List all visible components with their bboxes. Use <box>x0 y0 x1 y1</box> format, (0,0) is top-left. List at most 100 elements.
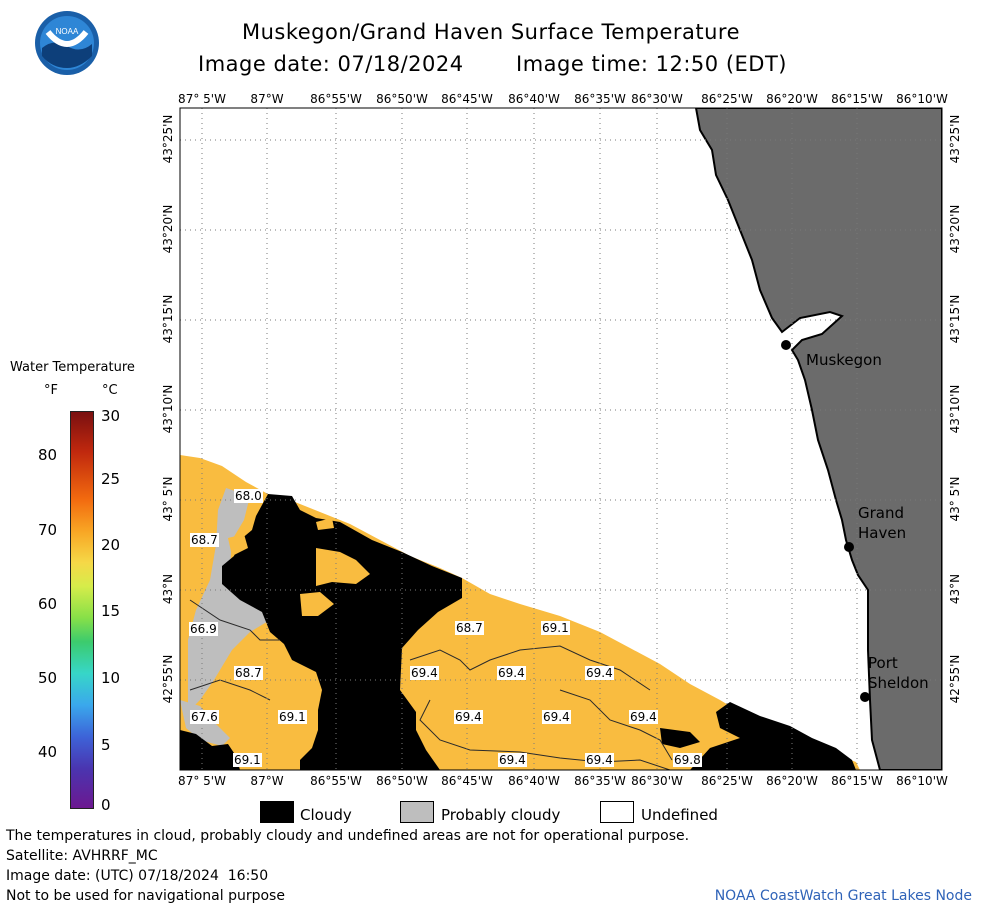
fahrenheit-tick: 60 <box>38 595 58 613</box>
cloudy-label: Cloudy <box>300 806 352 824</box>
lat-label-right: 42°55'N <box>948 654 962 704</box>
temperature-value: 68.7 <box>455 621 484 635</box>
lat-label-left: 43° 5'N <box>161 476 175 522</box>
celsius-tick: 5 <box>101 736 111 754</box>
lon-label-bottom: 86°50'W <box>376 774 428 788</box>
lon-label-top: 87°W <box>250 92 284 106</box>
temperature-value: 68.7 <box>190 533 219 547</box>
lon-label-bottom: 86°20'W <box>766 774 818 788</box>
temperature-value: 69.8 <box>673 753 702 767</box>
footer-disclaimer: The temperatures in cloud, probably clou… <box>6 828 690 844</box>
celsius-tick: 20 <box>101 536 121 554</box>
page-title: Muskegon/Grand Haven Surface Temperature <box>241 20 741 44</box>
lon-label-bottom: 86°55'W <box>310 774 362 788</box>
lon-label-top: 86°25'W <box>701 92 753 106</box>
noaa-logo: NOAA <box>34 10 100 76</box>
temperature-value: 69.4 <box>454 710 483 724</box>
cloudy-swatch <box>260 801 294 823</box>
lon-label-bottom: 86°10'W <box>896 774 948 788</box>
lat-label-left: 42°55'N <box>161 654 175 704</box>
lon-label-bottom: 86°30'W <box>631 774 683 788</box>
temperature-value: 69.4 <box>410 666 439 680</box>
lon-label-bottom: 86°15'W <box>831 774 883 788</box>
lon-label-bottom: 86°25'W <box>701 774 753 788</box>
city-label-port-sheldon: Port Sheldon <box>868 654 929 692</box>
image-date: Image date: 07/18/2024 <box>198 52 464 76</box>
temperature-value: 69.4 <box>585 753 614 767</box>
grand-haven-marker <box>844 542 854 552</box>
lon-label-top: 86°50'W <box>376 92 428 106</box>
celsius-tick: 0 <box>101 796 111 814</box>
celsius-tick: 25 <box>101 470 121 488</box>
lon-label-top: 86°35'W <box>574 92 626 106</box>
temperature-value: 69.1 <box>541 621 570 635</box>
lat-label-right: 43°25'N <box>948 114 962 164</box>
lon-label-bottom: 86°45'W <box>441 774 493 788</box>
probably-cloudy-area <box>188 488 270 712</box>
lon-label-top: 86°15'W <box>831 92 883 106</box>
footer-navigation-warning: Not to be used for navigational purpose <box>6 888 285 904</box>
lon-label-top: 87° 5'W <box>178 92 226 106</box>
lon-label-top: 86°40'W <box>508 92 560 106</box>
temperature-value: 66.9 <box>189 622 218 636</box>
lat-label-left: 43°25'N <box>161 114 175 164</box>
map-frame <box>179 107 943 771</box>
footer-satellite: Satellite: AVHRRF_MC <box>6 848 158 864</box>
lon-label-bottom: 86°35'W <box>574 774 626 788</box>
legend-scale-title: Water Temperature <box>10 360 135 375</box>
temperature-value: 69.4 <box>497 666 526 680</box>
temperature-value: 69.4 <box>542 710 571 724</box>
lat-label-left: 43°15'N <box>161 294 175 344</box>
graticule <box>180 108 942 770</box>
image-time: Image time: 12:50 (EDT) <box>516 52 787 76</box>
undefined-swatch <box>600 801 634 823</box>
unit-celsius: °C <box>102 383 118 398</box>
lon-label-bottom: 86°40'W <box>508 774 560 788</box>
temperature-value: 69.1 <box>278 710 307 724</box>
temperature-value: 69.1 <box>233 753 262 767</box>
land-area <box>694 108 942 770</box>
lon-label-top: 86°55'W <box>310 92 362 106</box>
lon-label-top: 86°10'W <box>896 92 948 106</box>
celsius-tick: 10 <box>101 669 121 687</box>
lat-label-right: 43°10'N <box>948 384 962 434</box>
isotherm-lines <box>189 599 673 770</box>
lat-label-left: 43°10'N <box>161 384 175 434</box>
city-label-grand-haven: Grand Haven <box>858 504 907 542</box>
lat-label-left: 43°N <box>161 573 175 605</box>
temperature-value: 69.4 <box>498 753 527 767</box>
lat-label-right: 43° 5'N <box>948 476 962 522</box>
port-sheldon-marker <box>860 692 870 702</box>
lat-label-right: 43°20'N <box>948 204 962 254</box>
muskegon-marker <box>781 340 791 350</box>
lat-label-right: 43°15'N <box>948 294 962 344</box>
temperature-value: 69.4 <box>585 666 614 680</box>
svg-text:NOAA: NOAA <box>56 27 79 36</box>
temperature-value: 67.6 <box>190 710 219 724</box>
color-scale-bar <box>70 411 94 809</box>
footer-credit: NOAA CoastWatch Great Lakes Node <box>714 888 972 904</box>
fahrenheit-tick: 70 <box>38 521 58 539</box>
temperature-value: 69.4 <box>629 710 658 724</box>
lon-label-top: 86°30'W <box>631 92 683 106</box>
unit-fahrenheit: °F <box>44 383 58 398</box>
lon-label-top: 86°20'W <box>766 92 818 106</box>
city-label-muskegon: Muskegon <box>806 351 882 369</box>
temperature-value: 68.0 <box>234 489 263 503</box>
celsius-tick: 30 <box>101 407 121 425</box>
probably-cloudy-swatch <box>400 801 434 823</box>
lat-label-left: 43°20'N <box>161 204 175 254</box>
celsius-tick: 15 <box>101 602 121 620</box>
probably-cloudy-label: Probably cloudy <box>441 806 561 824</box>
temperature-value: 68.7 <box>234 666 263 680</box>
lon-label-bottom: 87°W <box>250 774 284 788</box>
lat-label-right: 43°N <box>948 573 962 605</box>
lon-label-top: 86°45'W <box>441 92 493 106</box>
footer-utc-date: Image date: (UTC) 07/18/2024 16:50 <box>6 868 269 884</box>
undefined-label: Undefined <box>641 806 718 824</box>
fahrenheit-tick: 40 <box>38 743 58 761</box>
fahrenheit-tick: 80 <box>38 446 58 464</box>
lon-label-bottom: 87° 5'W <box>178 774 226 788</box>
fahrenheit-tick: 50 <box>38 669 58 687</box>
